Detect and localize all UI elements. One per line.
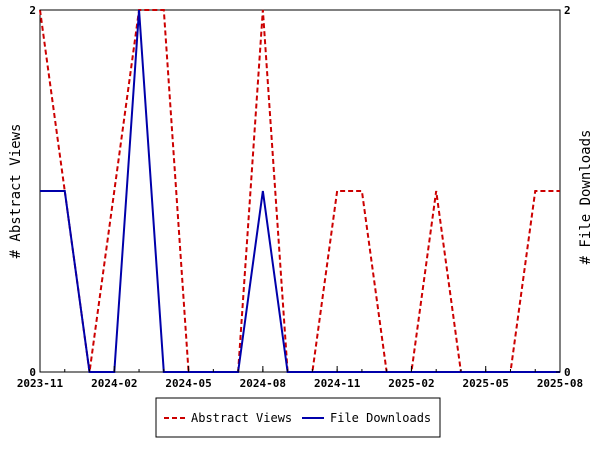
y-axis-title: # Abstract Views xyxy=(8,124,24,259)
y-axis-left: 02 xyxy=(29,4,44,379)
y-tick-label: 2 xyxy=(29,4,36,17)
legend-box xyxy=(155,397,441,438)
x-tick-label: 2025-08 xyxy=(537,377,583,390)
x-tick-label: 2024-11 xyxy=(314,377,361,390)
legend: Abstract Views File Downloads xyxy=(155,397,441,438)
series-line-file-downloads xyxy=(40,9,560,373)
x-tick-label: 2023-11 xyxy=(17,377,64,390)
x-tick-label: 2024-08 xyxy=(240,377,286,390)
y-tick-label: 0 xyxy=(29,366,36,379)
x-tick-label: 2024-02 xyxy=(91,377,137,390)
legend-label-file-downloads: File Downloads xyxy=(330,411,431,425)
x-axis: 2023-11 2024-02 2024-05 2024-08 2024-11 2025-… xyxy=(17,366,583,390)
y-axis-right: 02 xyxy=(556,4,571,379)
y2-tick-label: 2 xyxy=(564,4,571,17)
x-tick-label: 2025-02 xyxy=(388,377,434,390)
series-layer xyxy=(39,9,560,373)
legend-label-abstract-views: Abstract Views xyxy=(191,411,292,425)
x-tick-label: 2025-05 xyxy=(463,377,509,390)
x-tick-label: 2024-05 xyxy=(165,377,211,390)
y2-tick-label: 0 xyxy=(564,366,571,379)
y2-axis-title: # File Downloads xyxy=(578,130,594,265)
